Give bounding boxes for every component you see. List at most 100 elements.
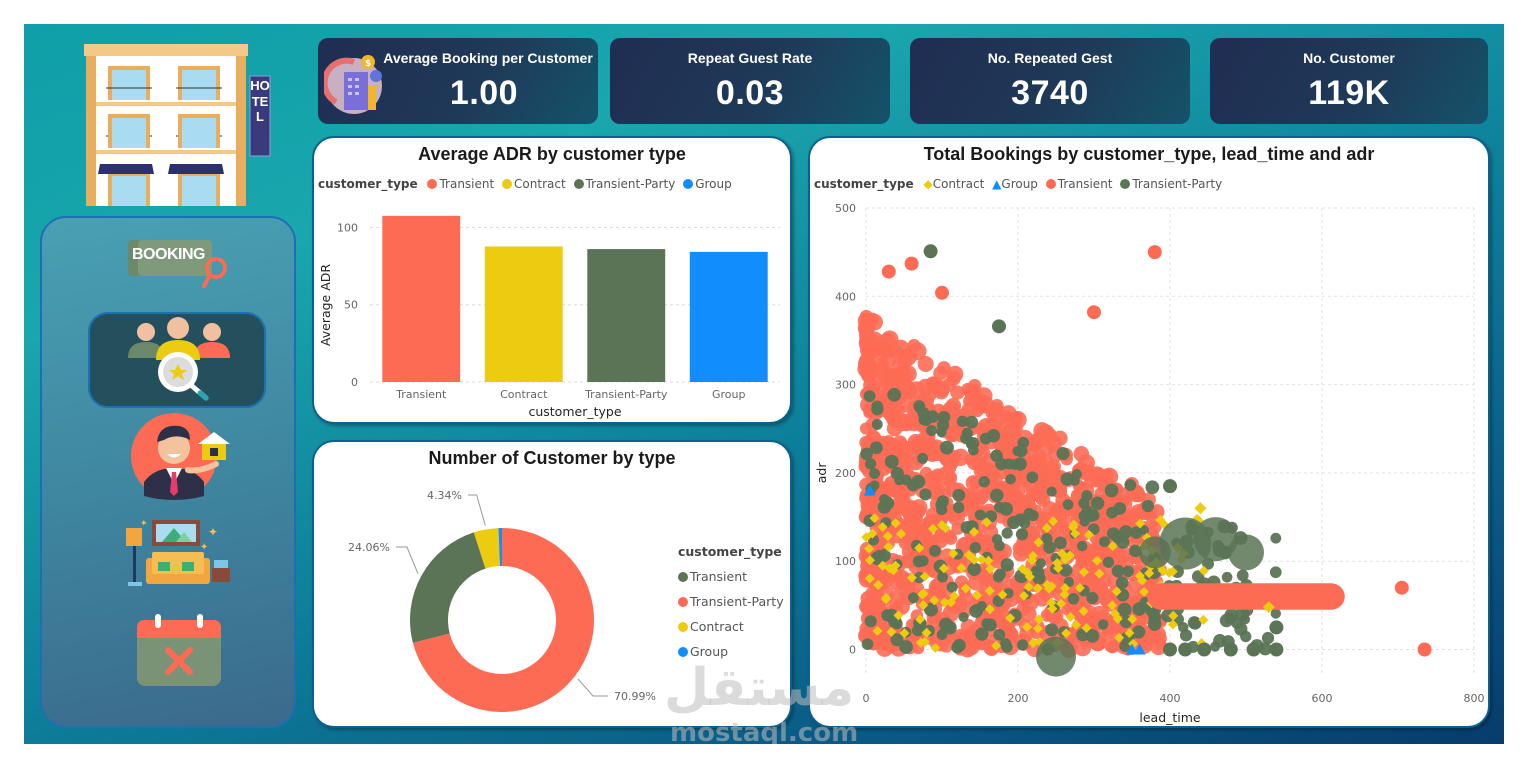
legend-item-transient[interactable]: Transient — [1045, 177, 1113, 191]
point-contract — [1033, 614, 1044, 625]
cluster-transient-party — [1138, 536, 1171, 569]
svg-text:$: $ — [365, 59, 371, 69]
kpi-title: No. Customer — [1303, 50, 1395, 66]
customer-donut-chart: 70.99% 24.06% 4.34% — [348, 489, 656, 712]
point-contract — [976, 554, 987, 565]
point-contract — [1027, 550, 1038, 561]
point-transient-party — [1115, 576, 1129, 590]
point-transient-party — [1122, 565, 1134, 578]
legend-item-contract[interactable]: Contract — [502, 177, 566, 191]
point-transient — [1073, 446, 1090, 462]
point-transient — [904, 256, 919, 271]
x-axis-title: lead_time — [1139, 710, 1201, 725]
point-transient — [917, 355, 934, 372]
x-tick-label: 400 — [1160, 692, 1181, 705]
legend-title: customer_type — [318, 177, 418, 191]
point-contract — [1078, 606, 1089, 617]
point-contract — [1127, 614, 1138, 625]
point-transient-party — [887, 387, 902, 402]
nav-item-booking[interactable]: BOOKING — [128, 238, 232, 290]
point-contract — [984, 585, 995, 596]
legend-item-group[interactable]: ▲Group — [992, 177, 1038, 191]
point-contract — [899, 628, 910, 639]
point-transient — [997, 435, 1016, 454]
point-contract — [890, 560, 901, 571]
chart-legend: customer_type Transient Contract Transie… — [318, 177, 736, 191]
point-contract — [1144, 568, 1155, 579]
point-contract — [948, 548, 959, 559]
point-contract — [877, 560, 888, 571]
y-tick-label: 500 — [835, 202, 856, 215]
point-transient-party — [911, 474, 926, 489]
point-transient-party — [1027, 509, 1039, 522]
point-transient-party — [1086, 591, 1099, 605]
slice-group — [498, 528, 502, 567]
scatter-cloud — [857, 309, 1345, 677]
point-transient-party — [1062, 499, 1074, 510]
x-tick-label: 800 — [1464, 692, 1485, 705]
legend-item-transient-party[interactable]: Transient-Party — [678, 589, 784, 614]
point-transient-party — [1221, 571, 1233, 583]
point-transient — [896, 577, 910, 592]
legend-item-transient-party[interactable]: Transient-Party — [573, 177, 675, 191]
point-transient — [964, 383, 980, 399]
point-contract — [915, 614, 926, 625]
point-transient — [1417, 642, 1432, 657]
point-contract — [1135, 518, 1146, 529]
point-contract — [945, 597, 956, 608]
x-tick-label: Transient — [395, 388, 447, 401]
point-contract — [1083, 529, 1094, 540]
point-contract — [917, 589, 928, 600]
point-transient-party — [891, 618, 903, 630]
legend-item-group[interactable]: Group — [678, 639, 784, 664]
point-transient-party — [860, 447, 873, 461]
nav-item-cancellations[interactable] — [136, 614, 222, 686]
point-transient-party — [994, 540, 1005, 552]
y-tick-label: 200 — [835, 467, 856, 480]
legend-item-contract[interactable]: ◆Contract — [923, 177, 985, 191]
point-transient-party — [1269, 566, 1282, 579]
y-tick-label: 100 — [337, 221, 358, 234]
point-contract — [1023, 581, 1034, 592]
point-transient-party — [969, 604, 984, 618]
point-transient-party — [1015, 528, 1029, 541]
x-tick-label: 0 — [863, 692, 870, 705]
hotel-booking-icon: $ — [324, 55, 382, 114]
point-transient-party — [939, 440, 954, 455]
point-transient-party — [952, 488, 966, 502]
kpi-avg-booking: $ Average Booking per Customer 1.00 — [318, 38, 598, 124]
point-transient-party — [1178, 642, 1193, 657]
nav-item-rooms[interactable]: ✦ ✦ ✦ — [124, 518, 234, 590]
point-transient-party — [928, 544, 941, 557]
point-transient-party — [1189, 617, 1202, 630]
adr-bar-chart-card: Average ADR by customer type customer_ty… — [312, 136, 792, 424]
point-transient — [879, 352, 897, 369]
point-transient-party — [1054, 536, 1067, 550]
point-transient — [913, 437, 931, 456]
point-contract — [1061, 628, 1072, 639]
point-transient — [1106, 640, 1119, 654]
point-transient — [1114, 545, 1132, 563]
point-transient — [1087, 305, 1101, 320]
point-contract — [1059, 589, 1070, 600]
point-transient — [1008, 410, 1027, 429]
legend-item-contract[interactable]: Contract — [678, 614, 784, 639]
point-transient-party — [1076, 540, 1088, 552]
nav-item-agent[interactable] — [124, 412, 234, 500]
point-transient-party — [1138, 524, 1150, 536]
point-transient-party — [1097, 619, 1109, 630]
legend-item-transient[interactable]: Transient — [427, 177, 494, 191]
point-transient — [881, 264, 896, 279]
point-transient-party — [1067, 592, 1080, 605]
point-contract — [864, 543, 875, 554]
point-transient-party — [923, 602, 938, 617]
point-transient — [1014, 541, 1030, 557]
point-contract — [914, 543, 925, 554]
legend-item-group[interactable]: Group — [683, 177, 732, 191]
point-contract — [1157, 565, 1168, 576]
point-transient-party — [879, 494, 890, 505]
legend-item-transient-party[interactable]: Transient-Party — [1120, 177, 1222, 191]
point-contract — [1018, 590, 1029, 601]
legend-item-transient[interactable]: Transient — [678, 564, 784, 589]
nav-item-customers[interactable] — [88, 312, 266, 408]
